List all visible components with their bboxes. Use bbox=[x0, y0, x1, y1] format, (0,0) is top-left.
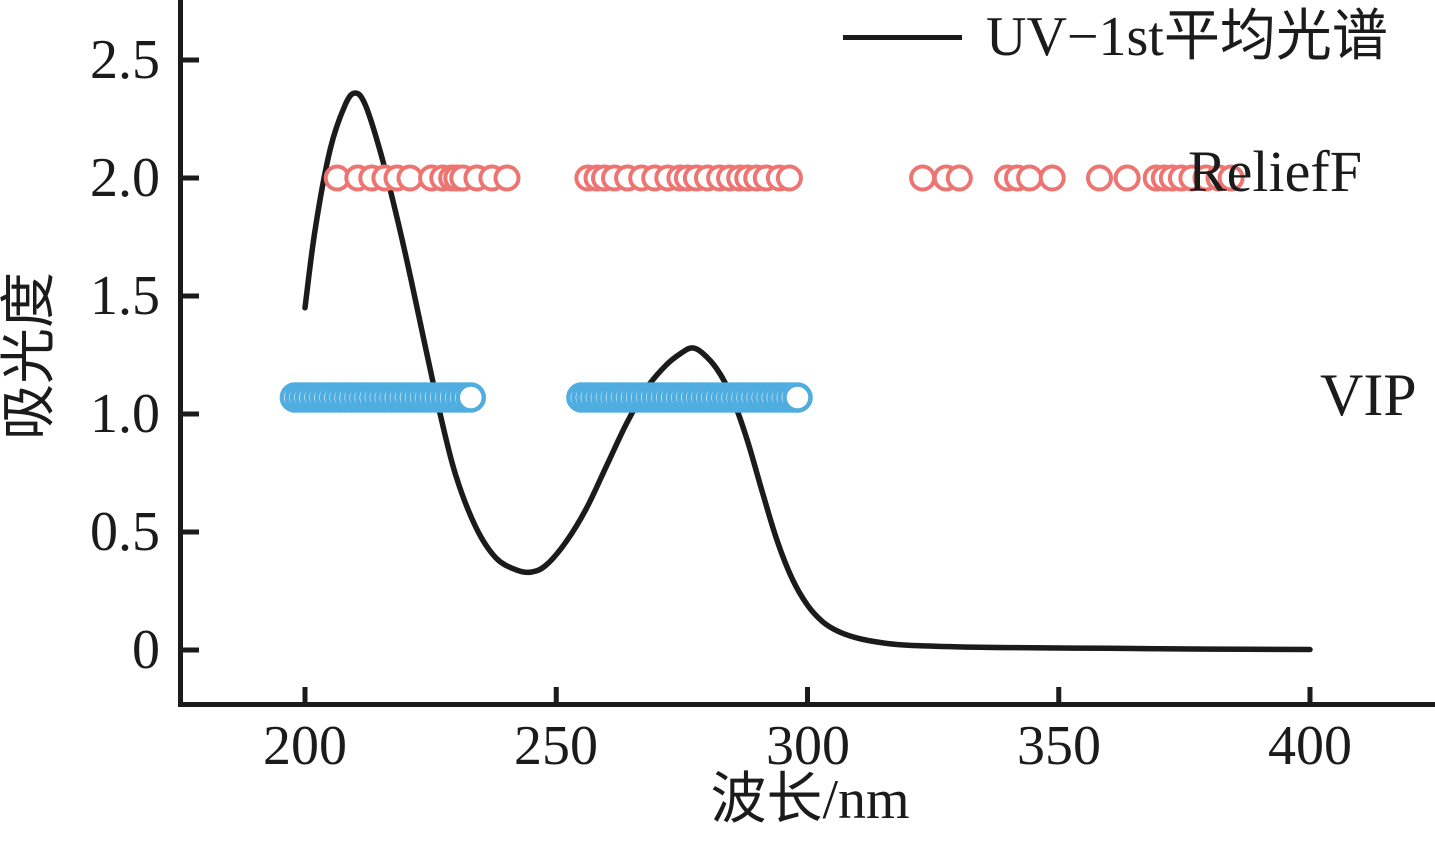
relieff-marker bbox=[1086, 164, 1113, 192]
y-axis-title: 吸光度 bbox=[0, 272, 61, 440]
relieff-marker bbox=[396, 164, 424, 192]
vip-marker bbox=[782, 382, 813, 413]
x-axis-title: 波长/nm bbox=[710, 769, 910, 831]
legend-line-sample bbox=[843, 35, 962, 40]
y-tick-label: 2.5 bbox=[90, 29, 160, 91]
y-tick-label: 2.0 bbox=[90, 147, 160, 209]
y-tick-label: 1.0 bbox=[90, 383, 160, 445]
x-tick-label: 400 bbox=[1268, 715, 1352, 777]
relieff-marker bbox=[945, 164, 973, 192]
legend-series-label: UV−1st平均光谱 bbox=[986, 6, 1388, 68]
x-tick-label: 250 bbox=[514, 715, 598, 777]
vip-marker bbox=[455, 382, 487, 413]
relieff-marker bbox=[1217, 164, 1245, 192]
relieff-series-label: ReliefF bbox=[1188, 139, 1362, 204]
x-tick-label: 350 bbox=[1017, 715, 1101, 777]
x-tick-label: 300 bbox=[766, 715, 850, 777]
y-tick-label: 1.5 bbox=[90, 265, 160, 327]
relieff-marker bbox=[775, 164, 803, 192]
vip-series-label: VIP bbox=[1320, 362, 1417, 428]
relieff-marker bbox=[1016, 164, 1044, 192]
relieff-marker bbox=[1038, 164, 1066, 192]
relieff-marker bbox=[1113, 164, 1141, 192]
y-tick-label: 0.5 bbox=[90, 501, 160, 563]
relieff-marker bbox=[909, 164, 937, 192]
y-tick-label: 0 bbox=[132, 619, 160, 681]
relieff-marker bbox=[493, 164, 521, 192]
x-tick-label: 200 bbox=[263, 715, 347, 777]
